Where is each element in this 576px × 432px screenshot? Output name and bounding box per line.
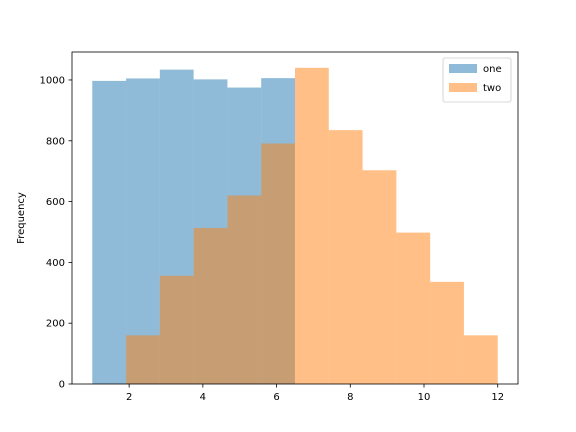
x-tick-label: 4	[200, 392, 206, 403]
y-tick-label: 400	[46, 258, 65, 269]
bar-two-9	[430, 281, 464, 384]
bar-two-4	[261, 143, 295, 384]
bar-two-10	[463, 335, 498, 384]
plot-frame	[71, 51, 519, 385]
legend-label-two: two	[483, 83, 501, 94]
y-axis-label: Frequency	[16, 192, 27, 244]
x-tick-label: 2	[126, 392, 132, 403]
x-tick-label: 8	[347, 392, 353, 403]
bar-two-6	[328, 130, 363, 384]
bar-two-8	[396, 232, 431, 384]
bar-one-0	[92, 80, 127, 384]
y-tick-label: 800	[46, 136, 65, 147]
x-axis: 2 4 6 8 10 12	[126, 384, 504, 403]
bar-two-1	[159, 275, 194, 384]
legend-label-one: one	[483, 64, 502, 75]
x-tick-label: 6	[273, 392, 279, 403]
y-tick-label: 0	[59, 380, 65, 391]
bar-two-0	[126, 335, 160, 384]
x-tick-label: 12	[491, 392, 504, 403]
y-tick-label: 1000	[40, 75, 65, 86]
y-axis: 0 200 400 600 800 1000	[40, 75, 72, 391]
bar-one-1	[126, 78, 160, 384]
bar-two-5	[295, 67, 329, 385]
bar-two-2	[193, 228, 228, 384]
y-tick-label: 200	[46, 319, 65, 330]
bar-two-3	[227, 195, 262, 384]
bars-layer	[92, 67, 498, 385]
legend-swatch-one	[449, 64, 477, 73]
y-tick-label: 600	[46, 197, 65, 208]
x-tick-label: 10	[418, 392, 431, 403]
legend: one two	[442, 57, 512, 103]
bar-two-7	[362, 170, 397, 384]
legend-swatch-two	[449, 83, 477, 92]
